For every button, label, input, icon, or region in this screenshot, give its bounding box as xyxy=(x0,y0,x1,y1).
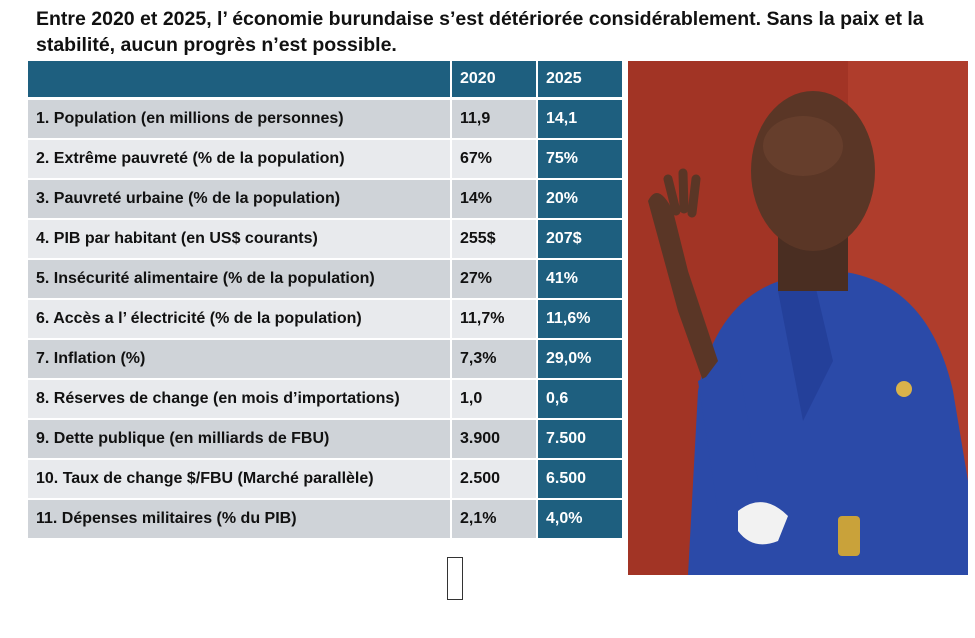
row-label: 5. Insécurité alimentaire (% de la popul… xyxy=(28,260,452,300)
row-label: 10. Taux de change $/FBU (Marché parallè… xyxy=(28,460,452,500)
table-row: 10. Taux de change $/FBU (Marché parallè… xyxy=(28,460,622,500)
row-label: 11. Dépenses militaires (% du PIB) xyxy=(28,500,452,540)
row-label: 6. Accès a l’ électricité (% de la popul… xyxy=(28,300,452,340)
value-2025: 20% xyxy=(538,180,622,220)
value-2020: 255$ xyxy=(452,220,538,260)
row-label: 3. Pauvreté urbaine (% de la population) xyxy=(28,180,452,220)
suit-sleeve xyxy=(698,361,758,511)
raised-hand xyxy=(648,193,718,381)
suit-lapel xyxy=(778,276,833,421)
value-2020: 3.900 xyxy=(452,420,538,460)
man-in-blue-suit-photo xyxy=(628,61,968,575)
value-2020: 27% xyxy=(452,260,538,300)
header-2025: 2025 xyxy=(538,61,622,100)
table-row: 6. Accès a l’ électricité (% de la popul… xyxy=(28,300,622,340)
value-2025: 11,6% xyxy=(538,300,622,340)
row-label: 2. Extrême pauvreté (% de la population) xyxy=(28,140,452,180)
value-2020: 7,3% xyxy=(452,340,538,380)
headline: Entre 2020 et 2025, l’ économie burundai… xyxy=(36,6,961,58)
value-2025: 4,0% xyxy=(538,500,622,540)
row-label: 7. Inflation (%) xyxy=(28,340,452,380)
hand-fingers xyxy=(663,168,701,218)
economic-indicators-table: 2020 2025 1. Population (en millions de … xyxy=(28,61,622,540)
value-2020: 1,0 xyxy=(452,380,538,420)
value-2025: 207$ xyxy=(538,220,622,260)
row-label: 4. PIB par habitant (en US$ courants) xyxy=(28,220,452,260)
value-2025: 75% xyxy=(538,140,622,180)
header-label xyxy=(28,61,452,100)
lapel-pin xyxy=(896,381,912,397)
value-2020: 67% xyxy=(452,140,538,180)
value-2025: 41% xyxy=(538,260,622,300)
table-row: 2. Extrême pauvreté (% de la population)… xyxy=(28,140,622,180)
wristwatch xyxy=(838,516,860,556)
value-2020: 2,1% xyxy=(452,500,538,540)
table-row: 1. Population (en millions de personnes)… xyxy=(28,100,622,140)
value-2020: 14% xyxy=(452,180,538,220)
value-2025: 6.500 xyxy=(538,460,622,500)
value-2020: 11,9 xyxy=(452,100,538,140)
row-label: 1. Population (en millions de personnes) xyxy=(28,100,452,140)
value-2020: 2.500 xyxy=(452,460,538,500)
headline-line-1: Entre 2020 et 2025, l’ économie burundai… xyxy=(36,8,924,30)
row-label: 8. Réserves de change (en mois d’importa… xyxy=(28,380,452,420)
value-2025: 7.500 xyxy=(538,420,622,460)
text-cursor-placeholder[interactable] xyxy=(447,557,463,600)
row-label: 9. Dette publique (en milliards de FBU) xyxy=(28,420,452,460)
face-mask xyxy=(738,502,788,545)
value-2025: 14,1 xyxy=(538,100,622,140)
value-2020: 11,7% xyxy=(452,300,538,340)
suit-jacket xyxy=(688,271,968,575)
table-row: 3. Pauvreté urbaine (% de la population)… xyxy=(28,180,622,220)
table-row: 11. Dépenses militaires (% du PIB) 2,1% … xyxy=(28,500,622,540)
table-row: 5. Insécurité alimentaire (% de la popul… xyxy=(28,260,622,300)
photo-illustration xyxy=(628,61,968,575)
table-header-row: 2020 2025 xyxy=(28,61,622,100)
table-row: 9. Dette publique (en milliards de FBU) … xyxy=(28,420,622,460)
table-row: 8. Réserves de change (en mois d’importa… xyxy=(28,380,622,420)
value-2025: 29,0% xyxy=(538,340,622,380)
headline-line-2: stabilité, aucun progrès n’est possible. xyxy=(36,34,397,56)
value-2025: 0,6 xyxy=(538,380,622,420)
head-highlight xyxy=(763,116,843,176)
header-2020: 2020 xyxy=(452,61,538,100)
table-row: 4. PIB par habitant (en US$ courants) 25… xyxy=(28,220,622,260)
table-row: 7. Inflation (%) 7,3% 29,0% xyxy=(28,340,622,380)
